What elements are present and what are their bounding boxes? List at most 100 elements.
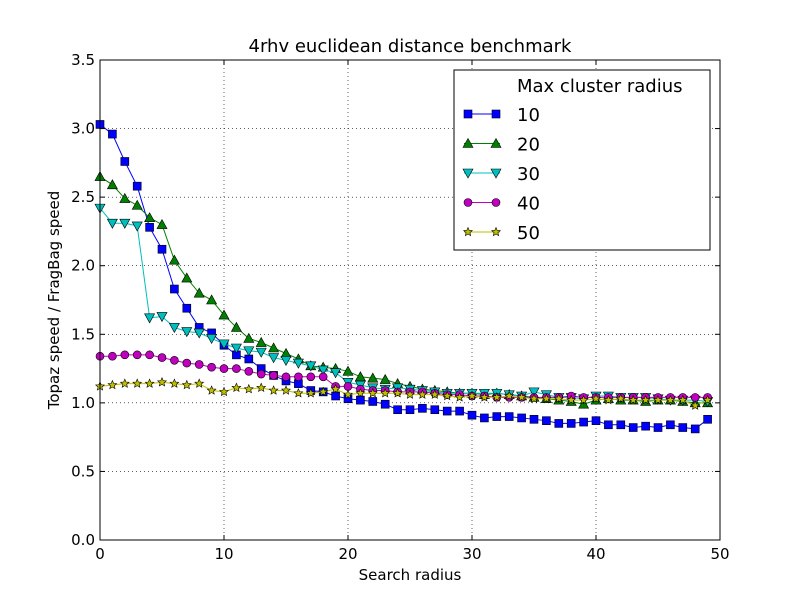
data-point bbox=[553, 393, 564, 404]
data-point bbox=[306, 372, 316, 382]
y-tick-label: 2.0 bbox=[71, 257, 95, 275]
data-point bbox=[641, 421, 650, 431]
data-point bbox=[168, 254, 180, 265]
data-point bbox=[652, 394, 664, 405]
data-point bbox=[615, 393, 626, 404]
legend-marker bbox=[490, 168, 502, 179]
data-point bbox=[106, 218, 118, 229]
data-point bbox=[393, 405, 402, 415]
data-point bbox=[504, 390, 515, 401]
data-point bbox=[106, 179, 118, 190]
data-point bbox=[317, 365, 329, 376]
data-point bbox=[479, 392, 490, 402]
data-point bbox=[206, 334, 218, 345]
data-point bbox=[182, 303, 192, 313]
data-point bbox=[182, 358, 192, 368]
data-point bbox=[690, 400, 701, 410]
data-point bbox=[280, 385, 292, 395]
data-point bbox=[256, 382, 267, 393]
data-point bbox=[132, 378, 143, 388]
data-point bbox=[218, 386, 230, 397]
data-point bbox=[367, 387, 378, 398]
data-point bbox=[356, 395, 365, 405]
x-tick-label: 0 bbox=[95, 545, 105, 563]
legend-entry-50: 50 bbox=[462, 223, 540, 244]
data-point bbox=[429, 389, 440, 399]
data-point bbox=[590, 393, 602, 404]
data-point bbox=[255, 347, 267, 358]
data-point bbox=[342, 365, 354, 376]
data-point bbox=[193, 328, 205, 339]
data-point bbox=[690, 393, 700, 402]
data-point bbox=[342, 389, 354, 399]
legend-label: 20 bbox=[517, 135, 540, 156]
legend-label: 50 bbox=[517, 223, 540, 244]
data-point bbox=[244, 367, 254, 376]
data-point bbox=[480, 413, 489, 423]
data-point bbox=[579, 417, 588, 427]
data-point bbox=[379, 373, 391, 384]
data-point bbox=[578, 394, 589, 405]
data-point bbox=[206, 385, 217, 395]
data-point bbox=[157, 244, 167, 254]
legend-marker bbox=[463, 198, 473, 207]
data-point bbox=[442, 390, 453, 401]
data-point bbox=[145, 223, 154, 232]
data-point bbox=[591, 416, 601, 425]
data-point bbox=[156, 218, 168, 229]
data-point bbox=[120, 157, 130, 166]
legend-box bbox=[453, 69, 711, 251]
data-point bbox=[120, 350, 130, 360]
legend-label: 30 bbox=[517, 164, 540, 185]
series-50 bbox=[94, 377, 713, 410]
data-point bbox=[256, 369, 266, 379]
data-point bbox=[367, 372, 379, 383]
data-point bbox=[442, 406, 452, 416]
data-point bbox=[318, 386, 329, 397]
x-tick-label: 20 bbox=[338, 545, 357, 563]
data-point bbox=[293, 387, 304, 398]
data-point bbox=[541, 393, 552, 404]
x-tick-label: 40 bbox=[586, 545, 605, 563]
data-point bbox=[616, 420, 626, 430]
data-point bbox=[131, 221, 143, 232]
data-point bbox=[368, 397, 378, 406]
data-point bbox=[528, 393, 540, 404]
legend-entry-30: 30 bbox=[462, 164, 540, 185]
data-point bbox=[418, 404, 427, 413]
data-point bbox=[131, 199, 143, 210]
data-point bbox=[144, 313, 156, 324]
data-point bbox=[280, 356, 292, 366]
legend: Max cluster radius 10 20 30 40 50 bbox=[453, 69, 711, 251]
data-point bbox=[430, 405, 440, 415]
data-point bbox=[243, 383, 254, 394]
data-point bbox=[119, 218, 131, 229]
data-point bbox=[703, 415, 712, 424]
data-point bbox=[454, 392, 465, 402]
legend-entries: 10 20 30 40 50 bbox=[462, 105, 540, 244]
y-tick-label: 1.0 bbox=[71, 394, 95, 412]
data-point bbox=[628, 394, 639, 405]
data-point bbox=[405, 405, 415, 415]
y-tick-label: 3.5 bbox=[71, 51, 95, 69]
data-point bbox=[181, 327, 193, 338]
data-point bbox=[305, 361, 317, 372]
data-point bbox=[194, 360, 204, 369]
data-point bbox=[492, 412, 502, 421]
legend-marker bbox=[490, 226, 502, 237]
data-point bbox=[628, 423, 638, 432]
data-point bbox=[318, 372, 328, 382]
data-point bbox=[119, 378, 130, 388]
data-point bbox=[467, 410, 477, 420]
legend-marker bbox=[490, 137, 502, 148]
data-point bbox=[108, 351, 117, 361]
data-point bbox=[144, 212, 156, 223]
data-point bbox=[193, 287, 205, 298]
ticks: 0 10 20 30 40 50 0.0 0.5 1.0 1.5 2.0 2.5 3.0 3.5 bbox=[71, 51, 729, 563]
data-point bbox=[566, 419, 576, 428]
data-point bbox=[132, 181, 142, 191]
data-point bbox=[156, 312, 168, 323]
data-point bbox=[417, 389, 428, 399]
chart-title: 4rhv euclidean distance benchmark bbox=[249, 36, 573, 57]
data-point bbox=[305, 387, 316, 398]
